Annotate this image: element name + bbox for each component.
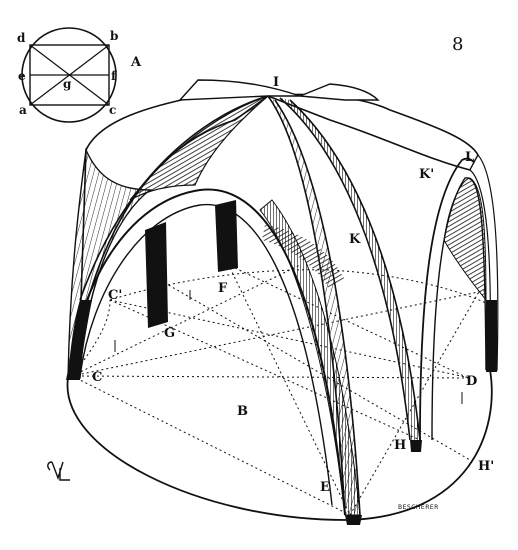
inset-label-e: e xyxy=(18,69,26,83)
label-F: F xyxy=(218,281,228,296)
label-K: K xyxy=(349,232,361,247)
arch-left-inner xyxy=(79,203,333,506)
plan-line-back xyxy=(109,269,491,306)
label-I: I xyxy=(273,75,279,90)
diagonal-ribs xyxy=(79,95,421,516)
plan-line-el xyxy=(349,289,481,516)
inset-label-b: b xyxy=(110,29,118,43)
label-H: H xyxy=(394,438,406,453)
label-C-prime: C' xyxy=(108,288,122,303)
web-k-hatch xyxy=(262,225,345,290)
label-K-prime: K' xyxy=(419,167,434,182)
inset-label-f: f xyxy=(111,69,117,83)
plan-line-cl xyxy=(71,289,489,377)
inset-label-A: A xyxy=(130,55,142,70)
web-left-hatch xyxy=(129,95,269,201)
arch-left-foot-shade xyxy=(68,300,92,378)
back-piers xyxy=(145,200,238,328)
label-D: D xyxy=(466,374,477,389)
inset-label-d: d xyxy=(17,31,26,45)
inset-label-g: g xyxy=(63,77,72,91)
plan-line-left xyxy=(71,299,111,377)
pier-h-foot xyxy=(410,440,422,452)
engraver-signature: BESCHERER xyxy=(398,504,439,511)
inset-label-a: a xyxy=(19,103,27,117)
label-E: E xyxy=(320,480,330,495)
label-C: C xyxy=(92,370,102,385)
tick-marks xyxy=(114,290,463,404)
floor-plane xyxy=(66,264,493,521)
front-piers xyxy=(66,370,422,525)
inset-circle xyxy=(21,27,117,123)
pier-e-foot xyxy=(345,515,362,525)
web-back-top-right xyxy=(299,83,380,101)
rib-to-e-outer xyxy=(267,95,346,516)
pier-g xyxy=(145,222,168,328)
inset-plan-diagram: d b e g f a c A xyxy=(17,27,142,123)
arch-right-shade xyxy=(443,177,487,302)
label-B: B xyxy=(237,404,248,419)
plan-line-fe xyxy=(229,267,351,516)
label-H-prime: H' xyxy=(478,459,494,474)
pier-c-foot xyxy=(66,370,80,380)
point-labels: I L K' K C' F G C D B H H' E xyxy=(92,75,494,495)
rib-e-shade xyxy=(268,96,360,515)
inset-label-c: c xyxy=(109,103,116,117)
label-L: L xyxy=(465,150,474,165)
pier-f xyxy=(215,200,238,272)
label-G: G xyxy=(164,326,175,341)
floor-outline xyxy=(66,369,493,521)
monogram-mark xyxy=(47,461,70,481)
plan-line-ce xyxy=(71,375,351,516)
vault-webbing xyxy=(67,79,479,379)
plan-line-cf xyxy=(71,264,301,377)
rib-to-c xyxy=(79,95,269,301)
pier-d xyxy=(486,300,497,372)
figure-number: 8 xyxy=(452,34,463,55)
rib-k-shade xyxy=(280,98,420,440)
arch-right xyxy=(419,153,499,441)
